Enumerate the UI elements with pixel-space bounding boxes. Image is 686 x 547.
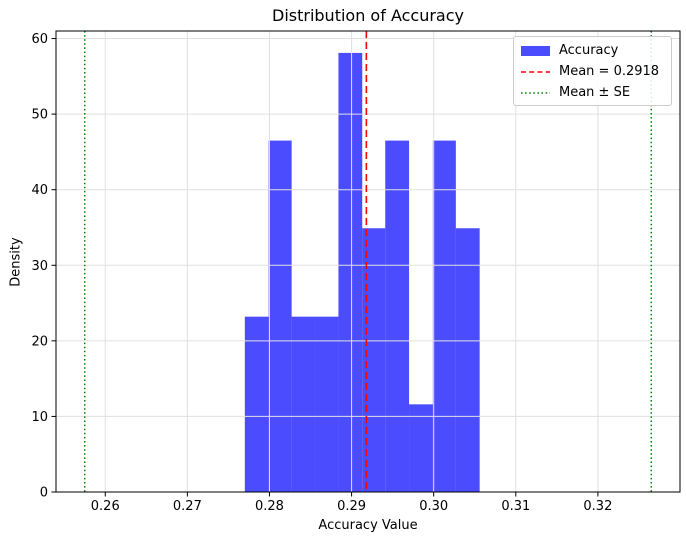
y-tick-label: 0 — [40, 486, 48, 501]
axes-frame — [55, 30, 681, 493]
legend-swatch-patch — [521, 45, 550, 57]
legend-label: Accuracy — [559, 43, 619, 58]
y-tick-label: 10 — [31, 410, 48, 425]
y-tick-label: 40 — [31, 183, 48, 198]
x-axis-label: Accuracy Value — [318, 518, 418, 533]
y-tick-label: 60 — [31, 32, 48, 47]
y-tick-label: 30 — [31, 259, 48, 274]
x-tick-label: 0.26 — [91, 499, 120, 514]
axes-spines — [55, 30, 681, 493]
histogram-bar — [291, 316, 316, 492]
x-tick-label: 0.32 — [583, 499, 612, 514]
legend-item-mean: Mean = 0.2918 — [514, 61, 671, 82]
legend-label: Mean ± SE — [559, 85, 631, 100]
histogram-bar — [338, 52, 363, 493]
legend-label: Mean = 0.2918 — [559, 64, 660, 79]
histogram-bar — [409, 404, 433, 492]
legend-patch — [521, 45, 550, 56]
y-tick-label: 20 — [31, 334, 48, 349]
chart-title: Distribution of Accuracy — [272, 6, 464, 25]
histogram-bar — [268, 140, 292, 492]
x-tick-label: 0.31 — [501, 499, 530, 514]
x-tick-label: 0.30 — [419, 499, 448, 514]
legend-item-se: Mean ± SE — [514, 82, 671, 103]
histogram-bar — [315, 316, 339, 492]
histogram-bar — [244, 316, 269, 492]
x-tick-label: 0.28 — [255, 499, 284, 514]
legend-swatch-dotted-line — [521, 87, 550, 99]
se-lines — [83, 31, 653, 492]
legend-swatch-dashed-line — [521, 66, 550, 78]
legend: Accuracy Mean = 0.2918 Mean ± SE — [513, 36, 672, 106]
tick-labels: 0.26 0.27 0.28 0.29 0.30 0.31 0.32 0 10 20 30 40 50 6… — [31, 32, 612, 514]
x-tick-label: 0.29 — [337, 499, 366, 514]
dotted-line-icon — [521, 91, 550, 94]
histogram-bar — [362, 228, 386, 492]
legend-item-accuracy: Accuracy — [514, 40, 671, 61]
histogram-bar — [432, 140, 456, 492]
x-tick-label: 0.27 — [173, 499, 202, 514]
histogram-bar — [385, 140, 410, 492]
tick-marks — [51, 38, 599, 497]
y-tick-label: 50 — [31, 108, 48, 123]
patch-icon — [521, 45, 550, 56]
histogram-bar — [455, 228, 480, 492]
histogram-bars — [244, 52, 480, 493]
dashed-line-icon — [521, 70, 550, 73]
y-axis-label: Density — [8, 237, 24, 287]
